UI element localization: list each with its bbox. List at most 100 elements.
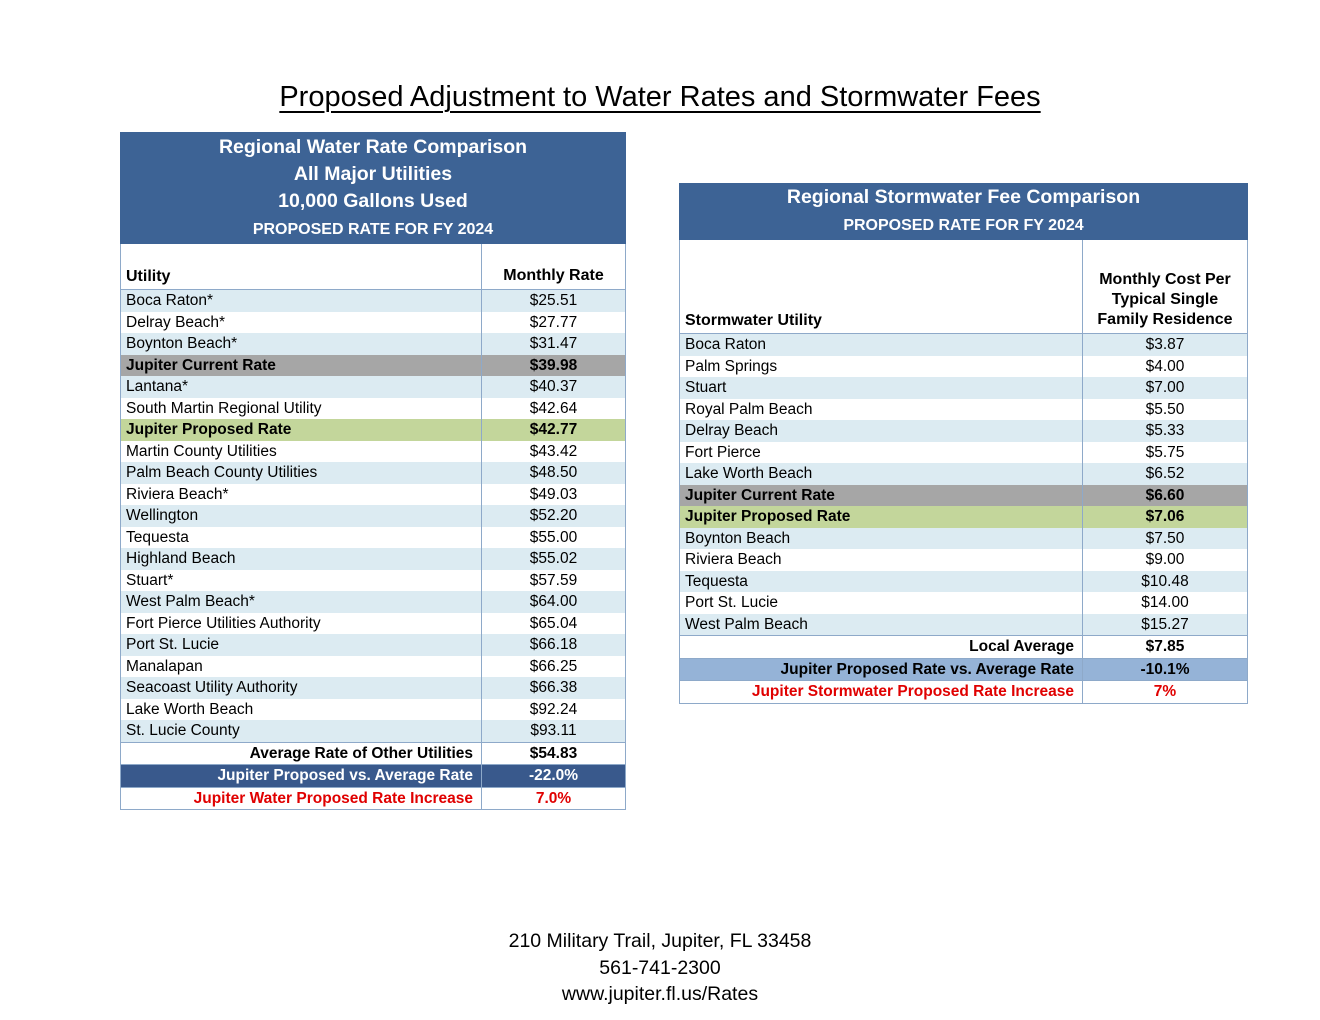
water-banner-line-2: All Major Utilities	[293, 162, 453, 185]
water-column-header-utility: Utility	[120, 243, 482, 290]
water-row-value: $66.25	[480, 655, 627, 677]
water-row-label: South Martin Regional Utility	[120, 397, 482, 419]
water-row-value: $66.18	[480, 634, 627, 656]
stormwater-table-row: Boca Raton $3.87	[679, 333, 1248, 356]
water-row-value: $48.50	[480, 462, 627, 484]
water-row-value: $92.24	[480, 698, 627, 720]
water-row-label: St. Lucie County	[120, 720, 482, 742]
stormwater-row-label: Fort Pierce	[679, 441, 1083, 463]
water-row-label: Manalapan	[120, 655, 482, 677]
water-table-row: Palm Beach County Utilities $48.50	[120, 462, 627, 484]
water-row-value: $52.20	[480, 505, 627, 527]
water-table-banner: Regional Water Rate Comparison All Major…	[119, 132, 627, 244]
water-row-value: $49.03	[480, 483, 627, 505]
page-title: Proposed Adjustment to Water Rates and S…	[0, 81, 1320, 114]
water-row-value: $25.51	[480, 289, 627, 312]
water-row-label: Boca Raton*	[120, 289, 482, 312]
water-row-label: Palm Beach County Utilities	[120, 462, 482, 484]
water-table-row: Wellington $52.20	[120, 505, 627, 527]
stormwater-row-value: $14.00	[1082, 592, 1248, 614]
water-table-row: Lake Worth Beach $92.24	[120, 698, 627, 720]
stormwater-row-value: $3.87	[1082, 333, 1248, 356]
water-row-value: -22.0%	[480, 764, 627, 788]
stormwater-table-banner-row: Regional Stormwater Fee Comparison PROPO…	[679, 183, 1248, 240]
stormwater-table-row: Tequesta $10.48	[679, 570, 1248, 592]
water-row-label: West Palm Beach*	[120, 591, 482, 613]
footer-address: 210 Military Trail, Jupiter, FL 33458	[508, 930, 812, 952]
water-row-value: $43.42	[480, 440, 627, 462]
water-row-label: Wellington	[120, 505, 482, 527]
stormwater-row-label: Stuart	[679, 377, 1083, 399]
water-row-value: $42.77	[480, 419, 627, 441]
stormwater-summary-row: Jupiter Proposed Rate vs. Average Rate -1…	[679, 657, 1248, 681]
water-row-label: Riviera Beach*	[120, 483, 482, 505]
stormwater-cost-header-line-2: Typical Single	[1111, 291, 1219, 308]
footer-contact-block: 210 Military Trail, Jupiter, FL 33458 56…	[0, 928, 1320, 1008]
stormwater-row-value: -10.1%	[1082, 657, 1248, 681]
water-summary-row: Jupiter Proposed vs. Average Rate -22.0%	[120, 764, 627, 788]
water-table-row: Fort Pierce Utilities Authority $65.04	[120, 612, 627, 634]
water-table-column-header-row: Utility Monthly Rate	[120, 243, 627, 290]
stormwater-summary-row: Jupiter Stormwater Proposed Rate Increas…	[679, 680, 1248, 704]
stormwater-banner-line-1: Regional Stormwater Fee Comparison	[786, 186, 1141, 208]
water-table-row: Seacoast Utility Authority $66.38	[120, 677, 627, 699]
water-row-label: Fort Pierce Utilities Authority	[120, 612, 482, 634]
water-row-label: Lantana*	[120, 376, 482, 398]
stormwater-table-row: Boynton Beach $7.50	[679, 527, 1248, 549]
stormwater-table-row: Lake Worth Beach $6.52	[679, 463, 1248, 485]
water-table-row: St. Lucie County $93.11	[120, 720, 627, 742]
footer-website[interactable]: www.jupiter.fl.us/Rates	[561, 983, 759, 1005]
water-row-value: $40.37	[480, 376, 627, 398]
water-table-banner-row: Regional Water Rate Comparison All Major…	[119, 132, 627, 244]
stormwater-row-label: Jupiter Stormwater Proposed Rate Increas…	[679, 680, 1083, 704]
stormwater-table-row: Riviera Beach $9.00	[679, 549, 1248, 571]
stormwater-row-label: West Palm Beach	[679, 613, 1083, 636]
stormwater-row-label: Jupiter Current Rate	[679, 484, 1083, 506]
stormwater-row-label: Jupiter Proposed Rate	[679, 506, 1083, 528]
stormwater-table-column-header-row: Stormwater Utility Monthly Cost Per Typi…	[679, 239, 1248, 334]
water-table-row: Martin County Utilities $43.42	[120, 440, 627, 462]
water-row-label: Stuart*	[120, 569, 482, 591]
water-table-row: Highland Beach $55.02	[120, 548, 627, 570]
stormwater-column-header-cost: Monthly Cost Per Typical Single Family R…	[1082, 239, 1248, 334]
stormwater-row-value: $6.60	[1082, 484, 1248, 506]
stormwater-table-row: Jupiter Current Rate $6.60	[679, 484, 1248, 506]
footer-phone: 561-741-2300	[599, 956, 721, 979]
water-row-label: Boynton Beach*	[120, 333, 482, 355]
stormwater-table-row: Stuart $7.00	[679, 377, 1248, 399]
water-row-value: $27.77	[480, 311, 627, 333]
stormwater-summary-row: Local Average $7.85	[679, 635, 1248, 659]
stormwater-row-label: Boynton Beach	[679, 527, 1083, 549]
stormwater-table-body: Boca Raton $3.87 Palm Springs $4.00 Stuart $7…	[679, 333, 1248, 704]
water-row-value: $93.11	[480, 720, 627, 742]
water-rate-comparison-table: Regional Water Rate Comparison All Major…	[119, 132, 627, 810]
stormwater-row-label: Delray Beach	[679, 420, 1083, 442]
water-row-label: Seacoast Utility Authority	[120, 677, 482, 699]
stormwater-table-row: Palm Springs $4.00	[679, 355, 1248, 377]
water-banner-line-3: 10,000 Gallons Used	[278, 189, 468, 212]
water-table-row: Jupiter Proposed Rate $42.77	[120, 419, 627, 441]
stormwater-row-label: Tequesta	[679, 570, 1083, 592]
stormwater-row-value: $5.50	[1082, 398, 1248, 420]
stormwater-row-label: Lake Worth Beach	[679, 463, 1083, 485]
stormwater-row-label: Royal Palm Beach	[679, 398, 1083, 420]
water-summary-row: Average Rate of Other Utilities $54.83	[120, 741, 627, 765]
water-row-label: Tequesta	[120, 526, 482, 548]
water-table-row: West Palm Beach* $64.00	[120, 591, 627, 613]
water-row-label: Jupiter Water Proposed Rate Increase	[120, 786, 482, 810]
water-table-row: Lantana* $40.37	[120, 376, 627, 398]
water-row-value: $55.02	[480, 548, 627, 570]
water-row-label: Average Rate of Other Utilities	[120, 741, 482, 765]
stormwater-row-value: $6.52	[1082, 463, 1248, 485]
stormwater-table-banner: Regional Stormwater Fee Comparison PROPO…	[679, 183, 1248, 240]
stormwater-row-label: Riviera Beach	[679, 549, 1083, 571]
water-row-value: $31.47	[480, 333, 627, 355]
water-table-row: Jupiter Current Rate $39.98	[120, 354, 627, 376]
water-row-value: $55.00	[480, 526, 627, 548]
water-table-row: Manalapan $66.25	[120, 655, 627, 677]
water-table-row: Delray Beach* $27.77	[120, 311, 627, 333]
stormwater-row-value: $7.85	[1082, 635, 1248, 659]
water-row-label: Martin County Utilities	[120, 440, 482, 462]
stormwater-fee-comparison-table: Regional Stormwater Fee Comparison PROPO…	[679, 183, 1248, 704]
water-row-value: $57.59	[480, 569, 627, 591]
